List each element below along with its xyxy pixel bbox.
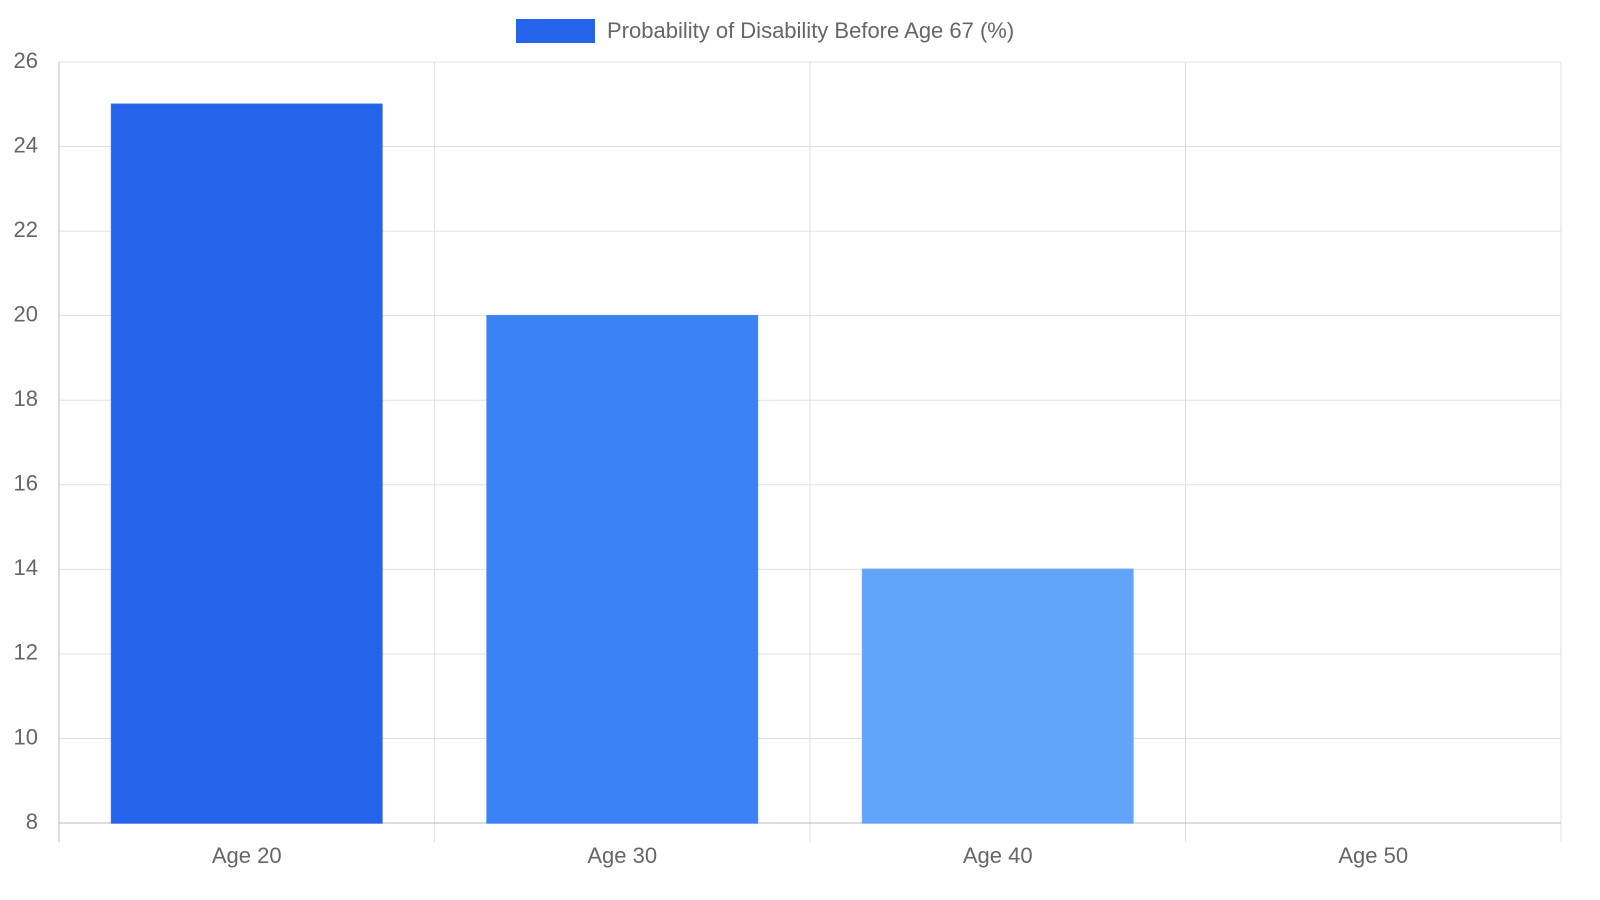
x-tick-label: Age 30 <box>587 843 657 868</box>
y-tick-label: 18 <box>14 386 38 411</box>
bar <box>486 314 759 824</box>
y-tick-label: 16 <box>14 471 38 496</box>
y-tick-label: 24 <box>14 132 38 157</box>
x-tick-label: Age 40 <box>963 843 1033 868</box>
y-tick-label: 20 <box>14 301 38 326</box>
y-tick-label: 12 <box>14 640 38 665</box>
y-tick-label: 14 <box>14 555 38 580</box>
y-tick-label: 8 <box>26 809 38 834</box>
y-tick-label: 22 <box>14 217 38 242</box>
legend-swatch[interactable] <box>516 19 595 43</box>
bar <box>861 568 1134 824</box>
x-tick-label: Age 20 <box>212 843 282 868</box>
bar <box>110 103 383 824</box>
y-tick-label: 10 <box>14 724 38 749</box>
y-tick-label: 26 <box>14 48 38 73</box>
x-tick-label: Age 50 <box>1338 843 1408 868</box>
legend-label[interactable]: Probability of Disability Before Age 67 … <box>607 18 1014 43</box>
